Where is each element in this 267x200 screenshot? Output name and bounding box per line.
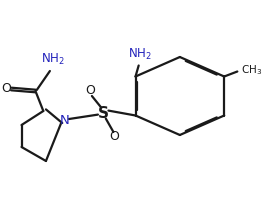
Text: NH$_2$: NH$_2$ [128,46,151,62]
Text: O: O [109,130,119,144]
Text: CH$_3$: CH$_3$ [241,63,262,77]
Text: S: S [98,106,109,120]
Text: N: N [60,114,69,127]
Text: NH$_2$: NH$_2$ [41,52,64,67]
Text: O: O [86,84,96,97]
Text: O: O [2,82,11,95]
